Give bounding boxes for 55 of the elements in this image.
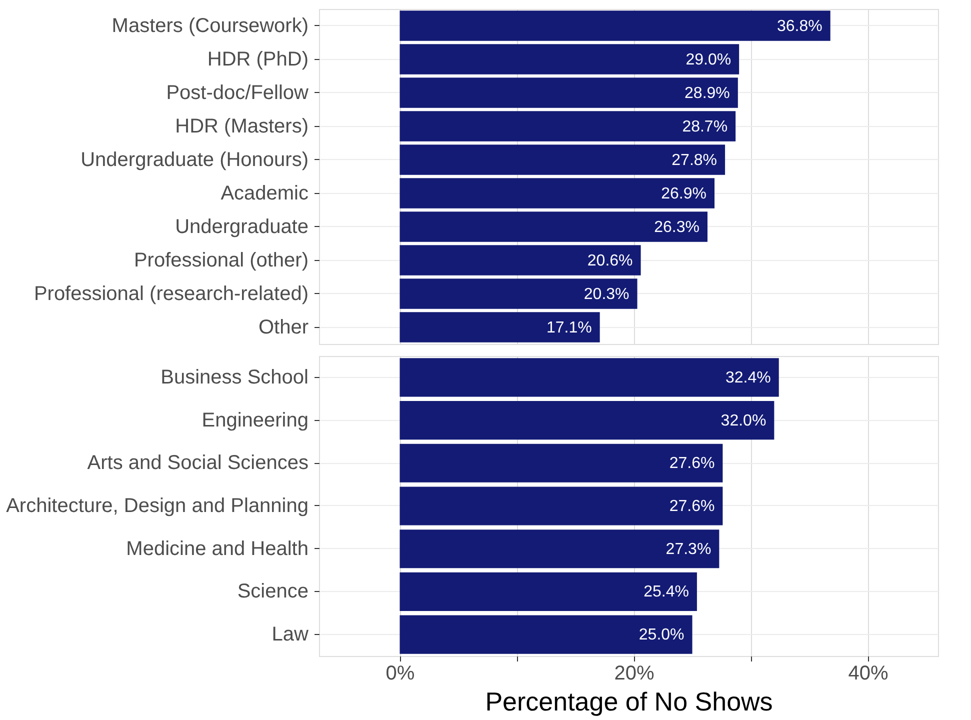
x-tick-label: 0% <box>386 662 415 684</box>
bar <box>400 486 723 526</box>
y-tick-label: Undergraduate (Honours) <box>80 148 308 171</box>
bar <box>400 401 774 440</box>
data-label: 25.0% <box>638 626 684 644</box>
bar <box>400 78 738 108</box>
y-tick-label: Science <box>237 580 308 603</box>
data-label: 27.8% <box>672 152 718 169</box>
data-label: 28.9% <box>684 84 730 102</box>
bar <box>400 444 723 482</box>
data-label: 26.3% <box>654 218 700 236</box>
y-tick-label: Academic <box>220 182 308 204</box>
y-tick-label: Masters (Coursework) <box>112 14 308 37</box>
data-label: 29.0% <box>686 51 732 68</box>
data-label: 17.1% <box>546 319 592 336</box>
data-label: 20.3% <box>584 286 630 303</box>
y-tick-label: Medicine and Health <box>126 538 308 560</box>
y-tick-label: Arts and Social Sciences <box>87 452 308 474</box>
y-tick-label: Engineering <box>202 409 308 432</box>
data-label: 27.3% <box>666 540 712 558</box>
y-tick-label: Professional (research-related) <box>34 282 308 305</box>
data-label: 27.6% <box>669 498 715 515</box>
x-axis-title: Percentage of No Shows <box>485 686 773 716</box>
x-tick-label: 20% <box>614 662 654 684</box>
bar <box>400 144 726 175</box>
bar <box>400 245 641 276</box>
bar <box>400 358 779 397</box>
y-tick-label: HDR (Masters) <box>175 115 308 138</box>
bar <box>400 212 708 242</box>
bar <box>400 178 715 208</box>
x-tick-label: 40% <box>848 662 889 684</box>
data-label: 32.4% <box>725 369 771 386</box>
y-tick-label: Undergraduate <box>175 216 308 238</box>
data-label: 20.6% <box>587 252 633 270</box>
data-label: 27.6% <box>669 455 715 472</box>
bar <box>400 615 692 654</box>
bar <box>400 572 697 611</box>
y-tick-label: Other <box>258 316 309 338</box>
data-label: 32.0% <box>720 412 766 430</box>
data-label: 36.8% <box>776 18 822 35</box>
data-label: 25.4% <box>644 584 689 601</box>
y-tick-label: Architecture, Design and Planning <box>6 495 308 517</box>
data-label: 26.9% <box>661 185 707 202</box>
bar <box>400 530 720 568</box>
bar <box>400 10 830 41</box>
data-label: 28.7% <box>682 118 728 136</box>
y-tick-label: Business School <box>160 366 308 388</box>
y-tick-label: HDR (PhD) <box>207 48 308 70</box>
y-tick-label: Professional (other) <box>134 249 308 272</box>
bar <box>400 312 600 342</box>
bar <box>400 111 736 142</box>
y-tick-label: Law <box>272 624 310 646</box>
y-tick-label: Post-doc/Fellow <box>166 82 310 104</box>
bar <box>400 44 740 74</box>
bar <box>400 278 638 309</box>
